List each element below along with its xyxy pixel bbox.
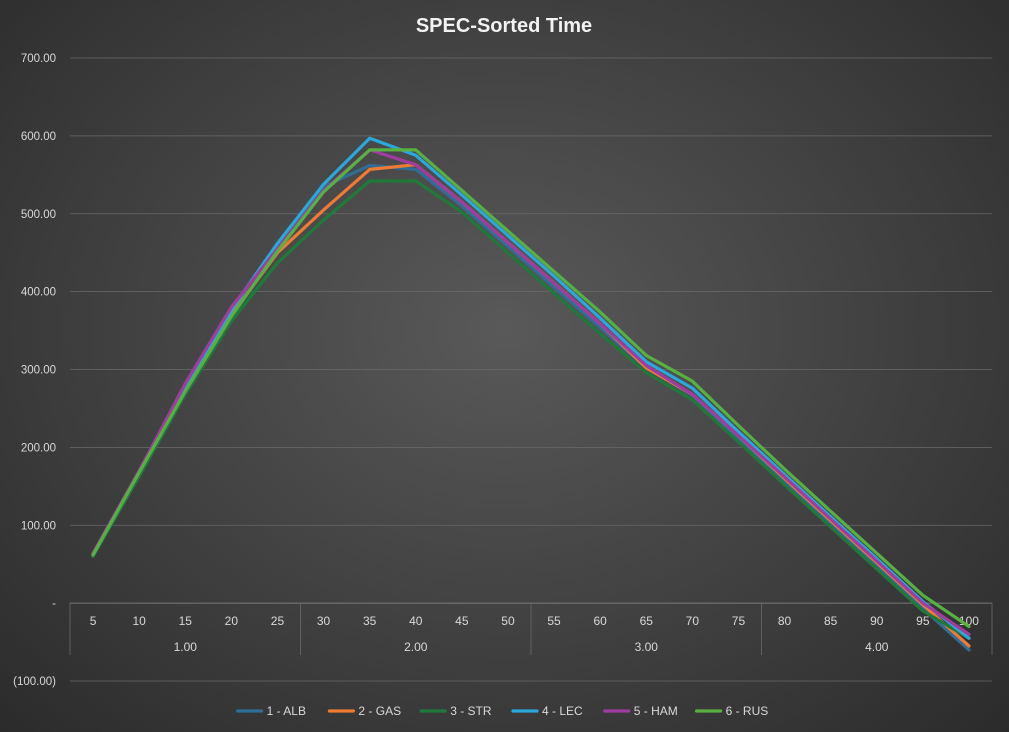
y-tick-label: 300.00	[21, 365, 56, 377]
x-tick-label: 25	[271, 614, 285, 628]
x-tick-label: 10	[132, 614, 146, 628]
legend-label: 5 - HAM	[634, 704, 678, 718]
x-tick-label: 75	[732, 614, 746, 628]
x-tick-label: 60	[593, 614, 607, 628]
legend: 1 - ALB 2 - GAS 3 - STR 4 - LEC 5 - HAM 6 - R…	[236, 704, 769, 718]
x-tick-label: 55	[547, 614, 561, 628]
x-axis: 5 10 15 20 25 30 35 40 45 50 55 60 65 70 75 80 85 90 95 100…	[69, 602, 993, 655]
legend-label: 1 - ALB	[267, 704, 306, 718]
y-axis-tick-labels: 700.00 600.00 500.00 400.00 300.00 200.00 100.…	[13, 53, 56, 688]
gridlines	[70, 57, 992, 682]
x-tick-label: 30	[317, 614, 331, 628]
x-tick-label: 20	[225, 614, 239, 628]
x-group-label: 2.00	[404, 640, 428, 654]
x-tick-label: 50	[501, 614, 515, 628]
x-tick-label: 65	[640, 614, 654, 628]
legend-label: 3 - STR	[450, 704, 492, 718]
y-tick-label: 400.00	[21, 287, 56, 299]
chart-title: SPEC-Sorted Time	[416, 15, 592, 37]
x-tick-label: 35	[363, 614, 377, 628]
x-tick-label: 45	[455, 614, 469, 628]
x-tick-label: 5	[90, 614, 97, 628]
legend-label: 2 - GAS	[358, 704, 401, 718]
y-tick-label: 100.00	[21, 520, 56, 532]
series-line-2	[91, 163, 971, 648]
y-tick-label: 700.00	[21, 53, 56, 65]
x-tick-label: 95	[916, 614, 930, 628]
x-tick-label: 90	[870, 614, 884, 628]
series-lines	[91, 136, 971, 652]
series-line-5	[91, 148, 971, 636]
x-tick-label: 40	[409, 614, 423, 628]
x-tick-label: 80	[778, 614, 792, 628]
y-tick-label: (100.00)	[13, 676, 56, 688]
x-group-label: 1.00	[174, 640, 198, 654]
series-line-3	[91, 179, 971, 640]
legend-label: 6 - RUS	[726, 704, 769, 718]
y-tick-label: 500.00	[21, 209, 56, 221]
y-tick-label: -	[52, 598, 56, 610]
x-group-label: 4.00	[865, 640, 889, 654]
y-tick-label: 600.00	[21, 131, 56, 143]
x-tick-label: 85	[824, 614, 838, 628]
series-line-6	[91, 148, 971, 629]
x-tick-label: 15	[179, 614, 193, 628]
y-tick-label: 200.00	[21, 442, 56, 454]
series-line-4	[91, 136, 971, 640]
x-tick-label: 70	[686, 614, 700, 628]
x-group-label: 3.00	[635, 640, 659, 654]
series-line-1	[91, 163, 971, 652]
legend-label: 4 - LEC	[542, 704, 583, 718]
